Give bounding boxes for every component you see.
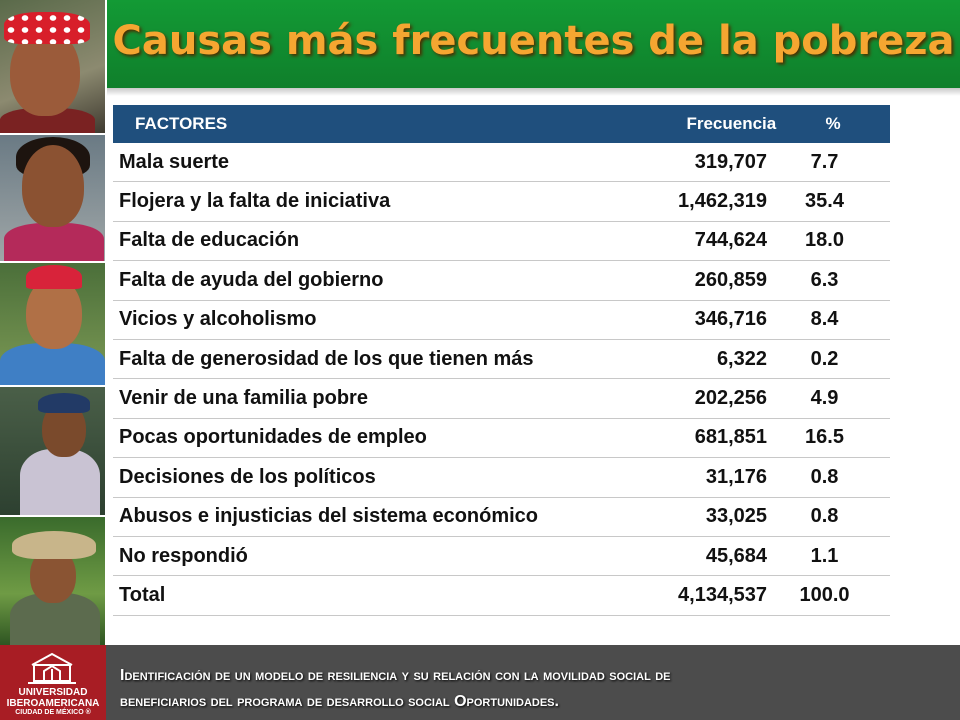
photo-man-red-cap (0, 263, 105, 387)
logo-line-iberoamericana: IBEROAMERICANA (6, 698, 100, 709)
university-logo: UNIVERSIDAD IBEROAMERICANA CIUDAD DE MÉX… (0, 645, 106, 720)
cell-percent: 0.8 (810, 505, 839, 528)
cell-factor: Pocas oportunidades de empleo (119, 426, 427, 449)
photo-woman-carrying-child (0, 387, 105, 517)
cell-percent: 1.1 (810, 544, 839, 567)
poverty-causes-table: FACTORES Frecuencia % Mala suerte 319,70… (113, 105, 890, 616)
cell-frequency: 4,134,537 (678, 583, 767, 606)
cell-frequency: 681,851 (694, 426, 767, 449)
cell-percent: 8.4 (810, 308, 839, 331)
logo-line-ciudad: CIUDAD DE MÉXICO ® (15, 709, 91, 716)
cell-frequency: 33,025 (705, 505, 767, 528)
cell-frequency: 1,462,319 (678, 190, 767, 213)
cell-factor: Venir de una familia pobre (119, 387, 368, 410)
column-header-frecuencia: Frecuencia (686, 114, 777, 133)
column-header-factores: FACTORES (135, 114, 228, 133)
photo-strip (0, 0, 105, 647)
cell-frequency: 319,707 (694, 150, 767, 173)
footer-caption-line-1: Identificación de un modelo de resilienc… (120, 667, 671, 684)
logo-line-universidad: UNIVERSIDAD (18, 687, 88, 698)
table-row: Mala suerte 319,707 7.7 (113, 143, 890, 183)
cell-frequency: 744,624 (694, 229, 767, 252)
title-banner: Causas más frecuentes de la pobreza (107, 0, 960, 88)
column-header-percent: % (825, 114, 841, 133)
cell-frequency: 346,716 (694, 308, 767, 331)
table-row: Abusos e injusticias del sistema económi… (113, 498, 890, 537)
table-row: Pocas oportunidades de empleo 681,851 16… (113, 419, 890, 459)
cell-factor: Flojera y la falta de iniciativa (119, 190, 391, 213)
banner-shadow (107, 88, 960, 96)
table-row: Venir de una familia pobre 202,256 4.9 (113, 379, 890, 419)
photo-man-red-bandana (0, 0, 105, 135)
cell-factor: Mala suerte (119, 150, 230, 173)
cell-percent: 35.4 (805, 190, 844, 213)
photo-farmer-straw-hat (0, 517, 105, 647)
cell-factor: Decisiones de los políticos (119, 465, 376, 488)
cell-factor: Falta de ayuda del gobierno (119, 268, 384, 291)
table-header: FACTORES Frecuencia % (113, 105, 890, 143)
footer-bar: UNIVERSIDAD IBEROAMERICANA CIUDAD DE MÉX… (0, 645, 960, 720)
cell-frequency: 202,256 (694, 387, 767, 410)
cell-percent: 4.9 (810, 387, 839, 410)
cell-frequency: 45,684 (705, 544, 767, 567)
cell-percent: 0.8 (810, 465, 839, 488)
page-title: Causas más frecuentes de la pobreza (112, 18, 955, 64)
footer-caption-line-2: beneficiarios del programa de desarrollo… (120, 693, 559, 710)
table-row: Falta de generosidad de los que tienen m… (113, 340, 890, 380)
university-crest-icon (28, 652, 76, 684)
footer-caption: Identificación de un modelo de resilienc… (120, 663, 920, 715)
cell-factor: Falta de generosidad de los que tienen m… (119, 347, 534, 370)
cell-percent: 0.2 (810, 347, 839, 370)
table-row: No respondió 45,684 1.1 (113, 537, 890, 577)
cell-percent: 7.7 (810, 150, 839, 173)
photo-woman-braids (0, 135, 105, 263)
cell-frequency: 6,322 (716, 347, 767, 370)
cell-percent: 16.5 (805, 426, 844, 449)
cell-factor: Vicios y alcoholismo (119, 308, 317, 331)
cell-percent: 18.0 (805, 229, 844, 252)
cell-percent: 100.0 (799, 583, 850, 606)
cell-frequency: 31,176 (705, 465, 767, 488)
cell-factor: No respondió (119, 544, 248, 567)
cell-factor: Falta de educación (119, 229, 300, 252)
table-row: Flojera y la falta de iniciativa 1,462,3… (113, 182, 890, 222)
cell-factor: Abusos e injusticias del sistema económi… (119, 505, 539, 528)
cell-frequency: 260,859 (694, 268, 767, 291)
table-row: Decisiones de los políticos 31,176 0.8 (113, 458, 890, 498)
table-row: Falta de educación 744,624 18.0 (113, 222, 890, 262)
table-row: Vicios y alcoholismo 346,716 8.4 (113, 301, 890, 340)
cell-factor: Total (119, 583, 166, 606)
table-row: Falta de ayuda del gobierno 260,859 6.3 (113, 261, 890, 301)
table-row-total: Total 4,134,537 100.0 (113, 576, 890, 616)
cell-percent: 6.3 (810, 268, 839, 291)
